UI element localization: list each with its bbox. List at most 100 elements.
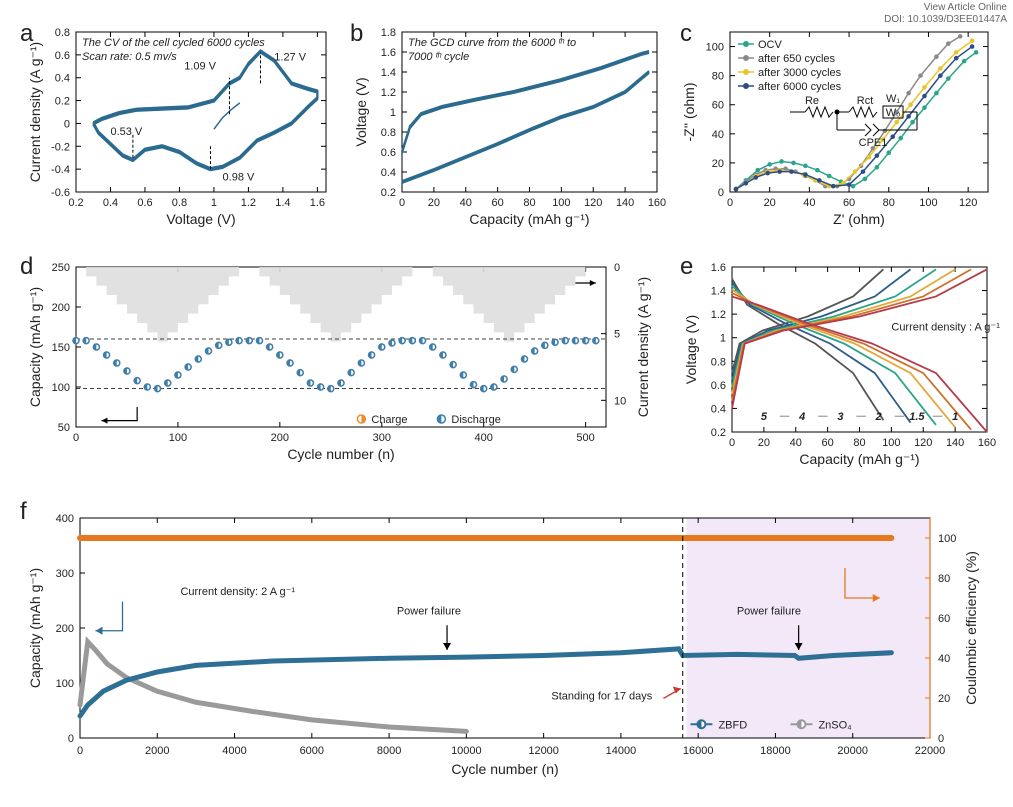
svg-text:40: 40 [460,197,472,209]
svg-text:0.6: 0.6 [137,197,152,209]
svg-text:OCV: OCV [758,39,783,51]
svg-text:20: 20 [428,197,440,209]
svg-text:150: 150 [52,342,70,354]
svg-text:100: 100 [52,382,70,394]
svg-text:100: 100 [919,197,937,209]
svg-text:after 6000 cycles: after 6000 cycles [758,81,842,93]
svg-text:0: 0 [727,197,733,209]
svg-text:1: 1 [952,411,958,423]
svg-text:0: 0 [68,733,74,745]
svg-text:1.27 V: 1.27 V [274,52,306,64]
svg-text:100: 100 [938,533,956,545]
svg-text:0.6: 0.6 [711,380,726,392]
svg-text:80: 80 [853,437,865,449]
svg-text:0.8: 0.8 [172,197,187,209]
svg-text:Voltage (V): Voltage (V) [166,211,235,227]
svg-text:The CV of the cell cycled 6000: The CV of the cell cycled 6000 cycles [82,37,265,49]
svg-text:Rct: Rct [857,95,874,107]
svg-text:-0.4: -0.4 [51,164,70,176]
panel-e-label: e [680,253,693,281]
svg-text:Capacity (mAh g⁻¹): Capacity (mAh g⁻¹) [799,451,919,467]
svg-text:0.2: 0.2 [711,427,726,439]
svg-text:0.4: 0.4 [711,403,726,415]
svg-text:1.4: 1.4 [275,197,290,209]
svg-text:100: 100 [882,437,900,449]
svg-text:Capacity (mAh g⁻¹): Capacity (mAh g⁻¹) [469,211,589,227]
svg-text:100: 100 [706,42,724,54]
svg-text:400: 400 [56,513,74,525]
svg-text:1.6: 1.6 [310,197,325,209]
svg-text:Voltage (V): Voltage (V) [683,315,699,384]
svg-text:Charge: Charge [371,414,407,426]
svg-text:200: 200 [56,623,74,635]
svg-text:16000: 16000 [683,745,714,757]
panel-c-chart: 020406080100120020406080100Z' (ohm)-Z'' … [680,22,1000,237]
panel-d-chart: 010020030040050050100150200250Cycle numb… [20,255,670,480]
panel-b-chart: 0204060801001201401600.20.40.60.811.21.4… [350,22,670,237]
svg-text:6000: 6000 [300,745,324,757]
svg-text:0: 0 [614,262,620,274]
svg-text:1: 1 [390,107,396,119]
svg-text:2000: 2000 [145,745,169,757]
svg-text:0.4: 0.4 [55,73,70,85]
svg-text:100: 100 [56,678,74,690]
svg-text:-0.6: -0.6 [51,187,70,199]
svg-text:80: 80 [712,71,724,83]
svg-text:1.4: 1.4 [381,67,396,79]
svg-text:40: 40 [938,653,950,665]
svg-text:4000: 4000 [222,745,246,757]
svg-text:0: 0 [729,437,735,449]
panel-d-label: d [20,253,33,281]
svg-text:2: 2 [875,411,882,423]
svg-text:5: 5 [761,411,768,423]
svg-text:10: 10 [614,395,626,407]
svg-text:20: 20 [758,437,770,449]
svg-text:400: 400 [475,432,493,444]
svg-text:10000: 10000 [451,745,482,757]
svg-text:20: 20 [712,158,724,170]
svg-text:8000: 8000 [377,745,401,757]
svg-text:0.4: 0.4 [103,197,118,209]
svg-text:60: 60 [492,197,504,209]
svg-text:Current density (A g⁻¹): Current density (A g⁻¹) [635,277,651,417]
svg-text:0.2: 0.2 [381,187,396,199]
svg-text:80: 80 [883,197,895,209]
svg-text:W₁: W₁ [886,93,900,105]
svg-text:Capacity (mAh g⁻¹): Capacity (mAh g⁻¹) [27,287,43,407]
svg-text:Current density: 2 A g⁻¹: Current density: 2 A g⁻¹ [180,586,295,598]
svg-text:5: 5 [614,329,620,341]
svg-text:1.09 V: 1.09 V [184,61,216,73]
svg-text:0.8: 0.8 [55,27,70,39]
panel-a-label: a [20,20,33,48]
svg-text:0: 0 [73,432,79,444]
svg-text:1.8: 1.8 [381,27,396,39]
svg-text:0.8: 0.8 [711,356,726,368]
svg-text:Current density : A g⁻¹: Current density : A g⁻¹ [891,322,1000,334]
svg-text:-0.2: -0.2 [51,141,70,153]
svg-text:18000: 18000 [760,745,791,757]
svg-text:0: 0 [399,197,405,209]
svg-text:0.8: 0.8 [381,127,396,139]
svg-text:20: 20 [938,693,950,705]
svg-text:1: 1 [211,197,217,209]
svg-text:60: 60 [822,437,834,449]
svg-text:0.2: 0.2 [55,96,70,108]
svg-text:1.2: 1.2 [711,309,726,321]
svg-text:0: 0 [718,187,724,199]
panel-c-label: c [680,20,692,48]
panel-b-label: b [350,20,363,48]
svg-text:after 650 cycles: after 650 cycles [758,53,836,65]
svg-text:Coulombic efficiency (%): Coulombic efficiency (%) [963,551,979,705]
svg-text:Z' (ohm): Z' (ohm) [833,211,885,227]
svg-text:60: 60 [712,100,724,112]
svg-text:3: 3 [837,411,843,423]
svg-text:22000: 22000 [915,745,946,757]
svg-text:Power failure: Power failure [737,605,801,617]
view-article: View Article Online [884,2,1007,14]
svg-text:Re: Re [805,95,819,107]
panel-e-chart: 0204060801001201401600.20.40.60.811.21.4… [680,255,1000,480]
svg-text:40: 40 [712,129,724,141]
svg-text:-Z'' (ohm): -Z'' (ohm) [681,82,697,141]
svg-text:20: 20 [764,197,776,209]
svg-text:500: 500 [576,432,594,444]
